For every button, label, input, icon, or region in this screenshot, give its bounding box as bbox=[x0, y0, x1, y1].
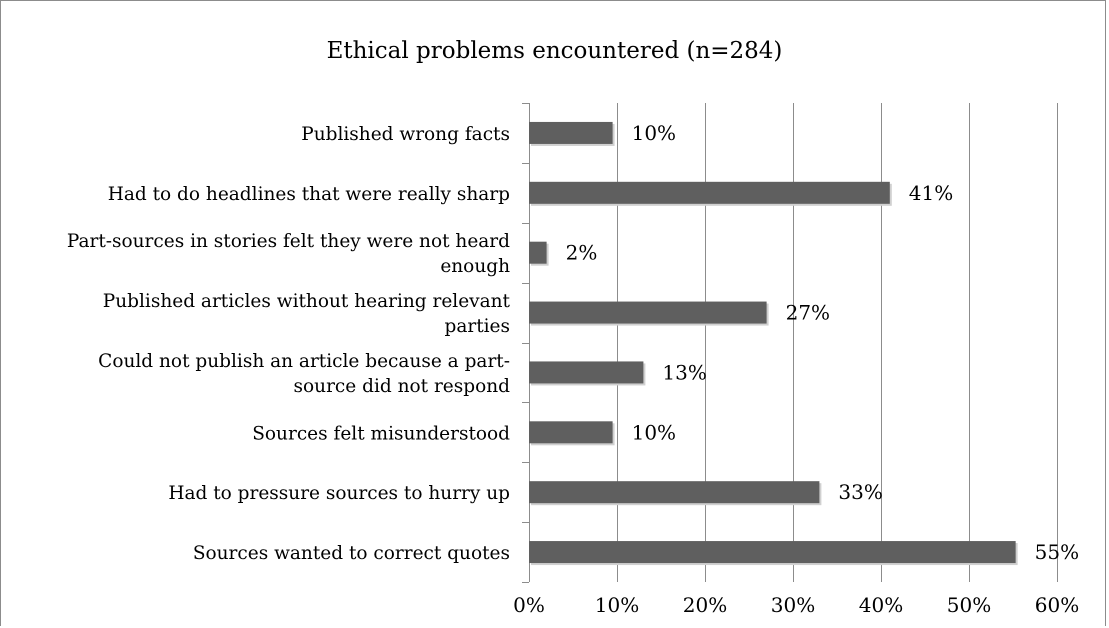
x-tick-label: 0% bbox=[513, 593, 545, 617]
x-tick-label: 60% bbox=[1035, 593, 1079, 617]
data-label: 13% bbox=[662, 360, 706, 384]
bar bbox=[529, 361, 644, 384]
bar bbox=[529, 421, 613, 444]
x-tick-label: 20% bbox=[683, 593, 727, 617]
data-label: 41% bbox=[909, 181, 953, 205]
bar bbox=[529, 541, 1016, 564]
data-label: 33% bbox=[838, 480, 882, 504]
data-label: 2% bbox=[566, 241, 598, 265]
x-tick-label: 40% bbox=[859, 593, 903, 617]
x-tick-label: 30% bbox=[771, 593, 815, 617]
bar bbox=[529, 241, 547, 264]
category-label: Published articles without hearing relev… bbox=[103, 291, 511, 337]
category-label: Sources felt misunderstood bbox=[252, 423, 510, 444]
bar bbox=[529, 481, 820, 504]
category-label: Sources wanted to correct quotes bbox=[193, 543, 510, 564]
bar bbox=[529, 181, 890, 204]
chart-title: Ethical problems encountered (n=284) bbox=[326, 38, 783, 64]
data-label: 10% bbox=[632, 420, 676, 444]
bar bbox=[529, 121, 613, 144]
data-label: 10% bbox=[632, 121, 676, 145]
x-tick-label: 10% bbox=[595, 593, 639, 617]
category-label: Had to pressure sources to hurry up bbox=[168, 483, 510, 504]
category-label: Could not publish an article because a p… bbox=[98, 351, 510, 397]
x-tick-label: 50% bbox=[947, 593, 991, 617]
data-label: 27% bbox=[786, 301, 830, 325]
category-label: Published wrong facts bbox=[301, 124, 510, 145]
bar bbox=[529, 301, 767, 324]
category-label: Part-sources in stories felt they were n… bbox=[67, 231, 510, 277]
category-label: Had to do headlines that were really sha… bbox=[108, 184, 510, 205]
data-label: 55% bbox=[1035, 540, 1079, 564]
